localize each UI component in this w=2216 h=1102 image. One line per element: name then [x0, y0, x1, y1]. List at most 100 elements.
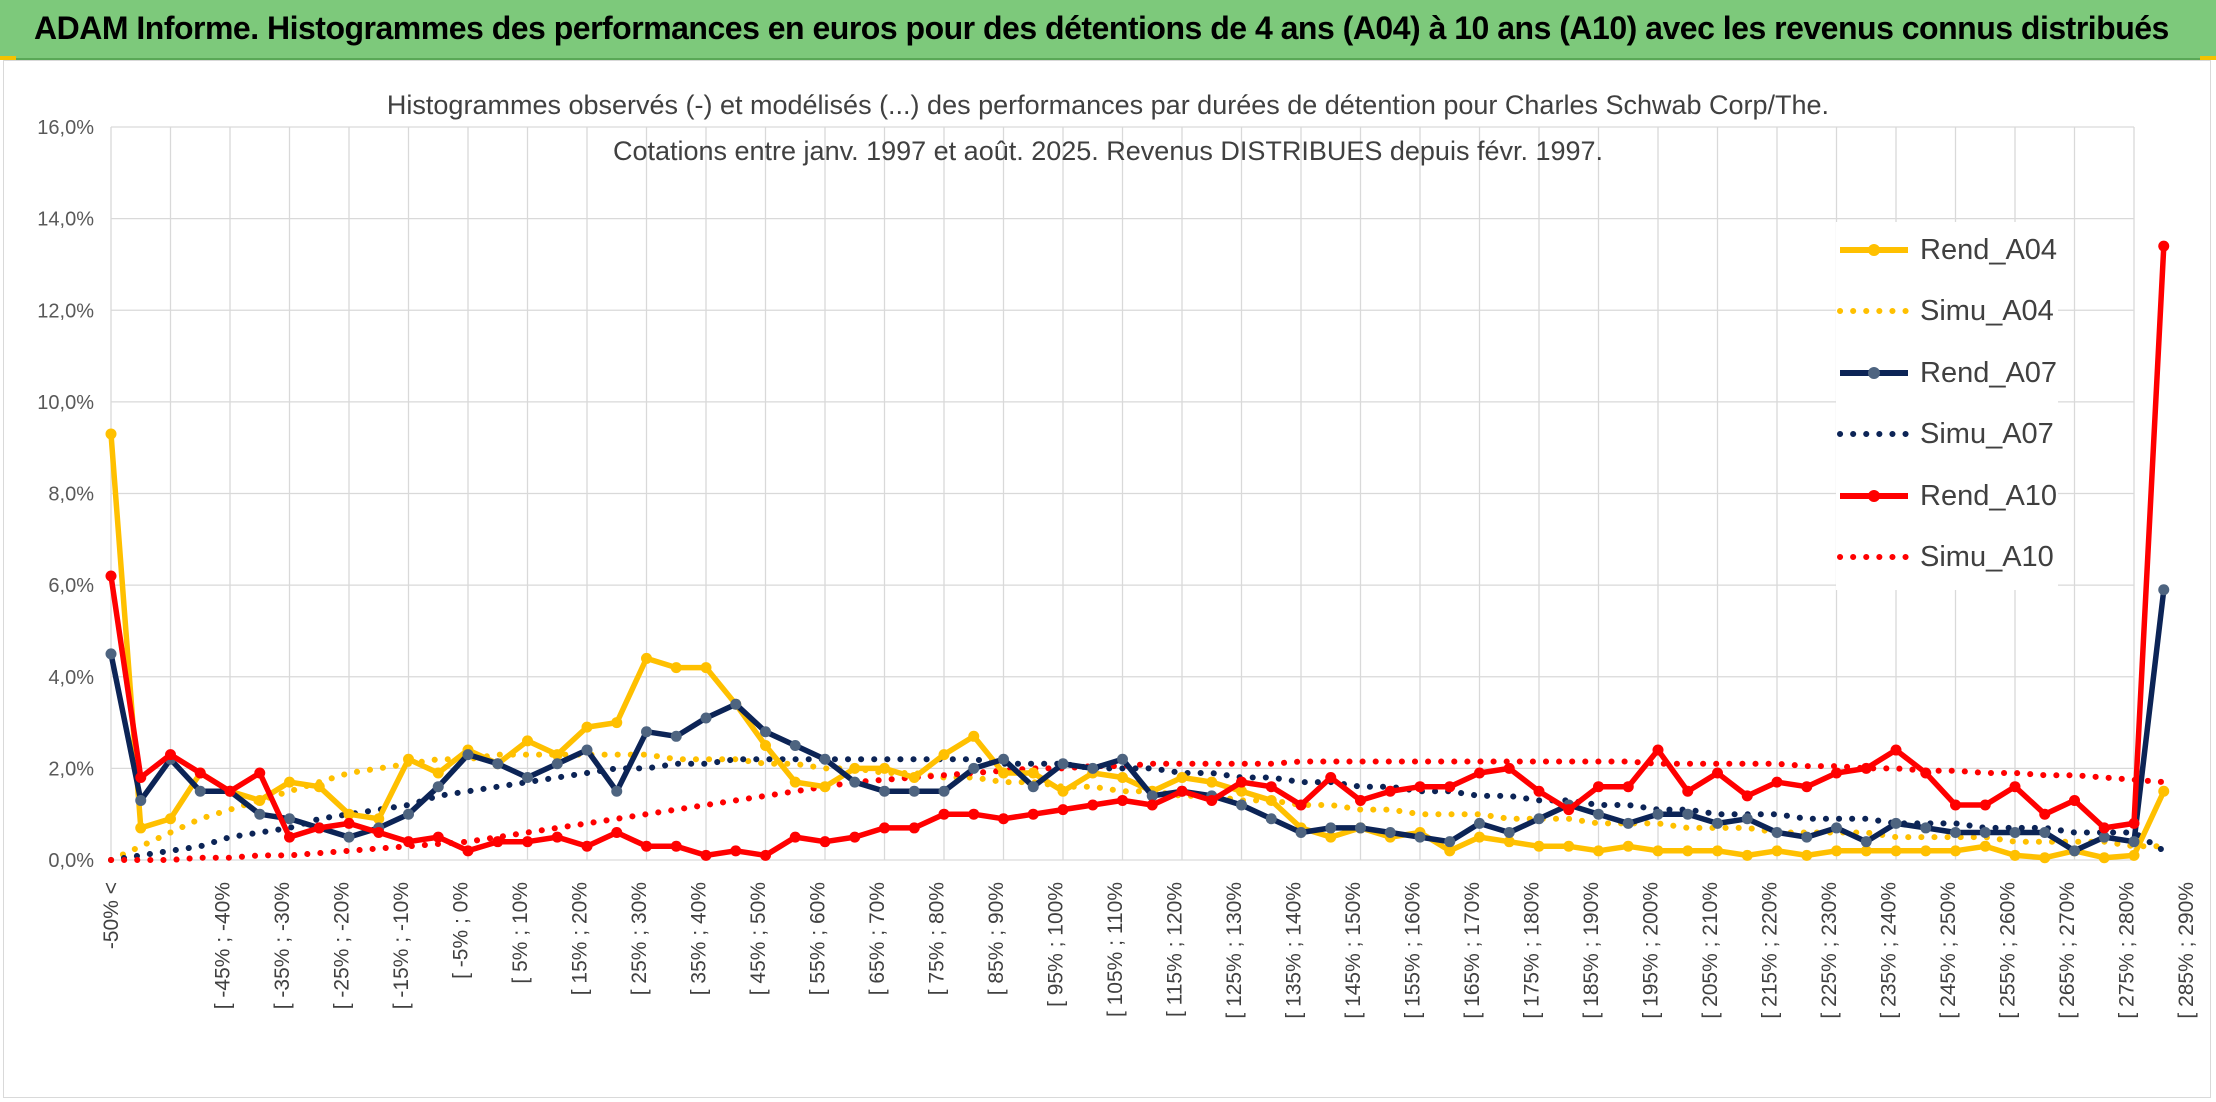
data-point-rend-a07	[343, 831, 355, 843]
x-tick-label: [ 55% ; 60%	[807, 882, 830, 995]
data-point-rend-a10	[1355, 794, 1366, 806]
x-tick-label: [ 145% ; 150%	[1342, 882, 1365, 1019]
data-point-rend-a04	[1652, 845, 1664, 857]
data-point-rend-a04	[1444, 845, 1456, 857]
data-point-rend-a04	[641, 652, 652, 664]
x-tick-label: [ 175% ; 180%	[1521, 882, 1544, 1019]
data-point-rend-a04	[1712, 845, 1723, 857]
data-point-rend-a07	[522, 772, 533, 784]
data-point-rend-a04	[254, 794, 266, 806]
data-point-rend-a04	[1563, 840, 1575, 852]
x-tick-label: [ 45% ; 50%	[747, 882, 770, 995]
legend-item-rend-a10: Rend_A10	[1836, 468, 2058, 529]
chart-frame	[3, 60, 2211, 1098]
data-point-rend-a10	[2128, 817, 2140, 829]
data-point-rend-a10	[1117, 794, 1128, 806]
data-point-rend-a07	[1503, 827, 1515, 839]
data-point-rend-a04	[432, 767, 444, 779]
data-point-rend-a07	[641, 726, 652, 738]
data-point-rend-a04	[700, 662, 712, 674]
data-point-rend-a07	[462, 749, 474, 761]
data-point-rend-a10	[1444, 781, 1456, 793]
data-point-rend-a04	[2158, 785, 2170, 797]
x-tick-label: [ 65% ; 70%	[866, 882, 889, 995]
x-tick-label: [ 75% ; 80%	[926, 882, 949, 995]
data-point-rend-a10	[1801, 781, 1813, 793]
data-point-rend-a10	[2069, 794, 2080, 806]
legend-item-rend-a04: Rend_A04	[1836, 222, 2058, 283]
data-point-rend-a10	[1950, 799, 1961, 811]
x-tick-label: [ -35% ; -30%	[271, 882, 294, 1009]
data-point-rend-a04	[1533, 840, 1545, 852]
data-point-rend-a07	[1325, 822, 1337, 834]
data-point-rend-a07	[998, 753, 1009, 765]
legend-swatch-rend-a10	[1840, 489, 1908, 502]
data-point-rend-a07	[1741, 813, 1753, 825]
data-point-rend-a04	[2098, 852, 2110, 864]
data-point-rend-a07	[1860, 836, 1872, 848]
x-tick-label: -50% <	[100, 882, 123, 949]
y-tick-label: 4,0%	[48, 667, 94, 689]
data-point-rend-a10	[313, 822, 325, 834]
data-point-rend-a10	[908, 822, 920, 834]
data-point-rend-a07	[1682, 808, 1694, 820]
data-point-rend-a07	[1027, 781, 1039, 793]
data-point-rend-a07	[1920, 822, 1932, 834]
x-tick-label: [ 155% ; 160%	[1402, 882, 1425, 1019]
data-point-rend-a07	[1622, 817, 1634, 829]
x-tick-label: [ -25% ; -20%	[331, 882, 354, 1009]
data-point-rend-a10	[1712, 767, 1723, 779]
data-point-rend-a07	[1979, 827, 1991, 839]
data-point-rend-a04	[551, 749, 563, 761]
data-point-rend-a04	[1682, 845, 1694, 857]
data-point-rend-a10	[462, 845, 474, 857]
legend-label: Simu_A04	[1920, 295, 2054, 328]
data-point-rend-a10	[373, 827, 385, 839]
data-point-rend-a04	[313, 781, 325, 793]
data-point-rend-a04	[789, 776, 801, 788]
data-point-rend-a10	[849, 831, 861, 843]
data-point-rend-a07	[670, 730, 682, 742]
data-point-rend-a07	[2128, 836, 2140, 848]
data-point-rend-a04	[1117, 772, 1128, 784]
x-tick-label: [ 25% ; 30%	[628, 882, 651, 995]
data-point-rend-a10	[760, 849, 771, 861]
data-point-rend-a07	[1831, 822, 1842, 834]
x-tick-label: [ 195% ; 200%	[1640, 882, 1663, 1019]
data-point-rend-a10	[1682, 785, 1694, 797]
data-point-rend-a07	[1117, 753, 1128, 765]
data-point-rend-a04	[165, 813, 176, 825]
data-point-rend-a10	[1771, 776, 1783, 788]
report-banner: ADAM Informe. Histogrammes des performan…	[0, 0, 2216, 60]
data-point-rend-a07	[700, 712, 712, 724]
data-point-rend-a07	[1057, 758, 1069, 770]
data-point-rend-a10	[998, 813, 1009, 825]
data-point-rend-a10	[105, 570, 117, 582]
data-point-rend-a10	[551, 831, 563, 843]
y-tick-label: 14,0%	[37, 209, 94, 231]
corner-accent-right	[2200, 56, 2216, 60]
data-point-rend-a10	[1057, 804, 1069, 816]
data-point-rend-a10	[1563, 804, 1575, 816]
x-tick-label: [ 215% ; 220%	[1759, 882, 1782, 1019]
data-point-rend-a07	[432, 781, 444, 793]
data-point-rend-a04	[968, 730, 980, 742]
legend-item-simu-a10: Simu_A10	[1836, 529, 2058, 590]
data-point-rend-a04	[343, 808, 355, 820]
data-point-rend-a04	[2009, 849, 2021, 861]
x-tick-label: [ 95% ; 100%	[1045, 882, 1068, 1007]
data-point-rend-a04	[1503, 836, 1515, 848]
x-tick-label: [ 115% ; 120%	[1164, 882, 1187, 1017]
x-tick-label: [ 125% ; 130%	[1223, 882, 1246, 1019]
data-point-rend-a10	[1979, 799, 1991, 811]
y-tick-label: 16,0%	[37, 117, 94, 139]
data-point-rend-a10	[1474, 767, 1485, 779]
data-point-rend-a10	[1920, 767, 1932, 779]
y-tick-label: 6,0%	[48, 575, 94, 597]
data-point-rend-a04	[1622, 840, 1634, 852]
data-point-rend-a10	[1860, 762, 1872, 774]
data-point-rend-a07	[1146, 790, 1158, 802]
data-point-rend-a07	[1474, 817, 1485, 829]
data-point-rend-a10	[1593, 781, 1604, 793]
